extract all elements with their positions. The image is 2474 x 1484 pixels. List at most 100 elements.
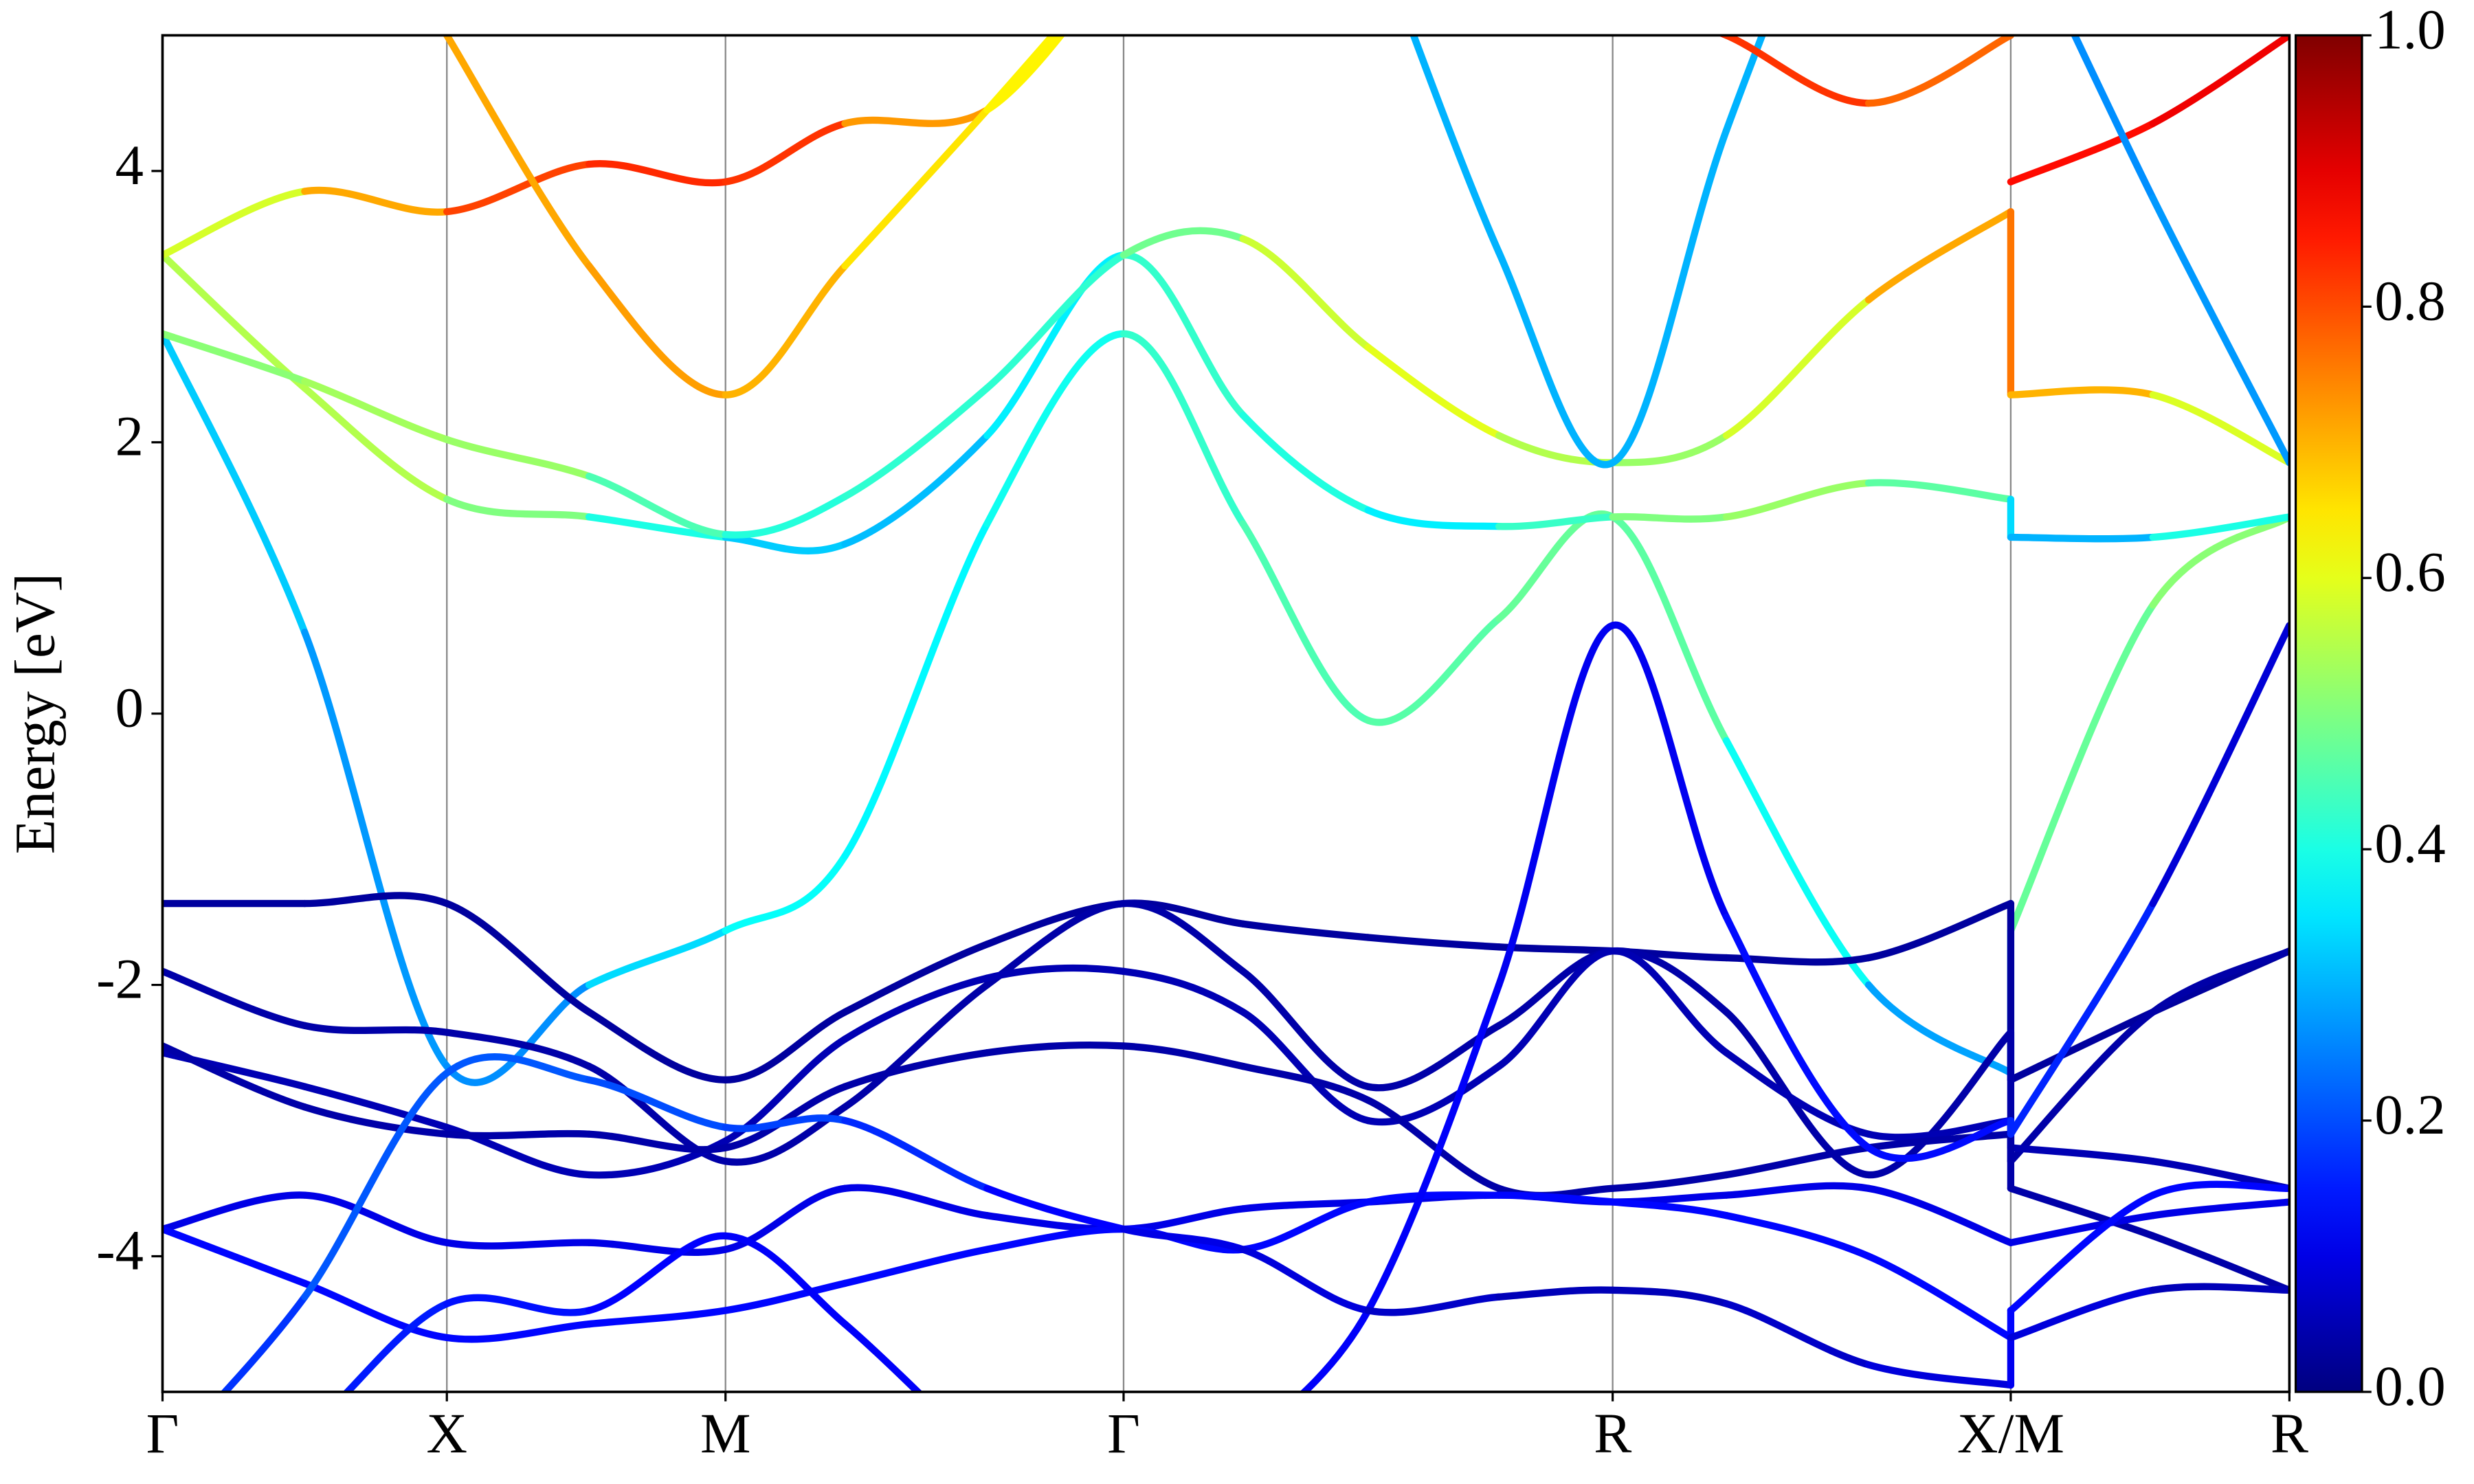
- band-segment: [1722, 913, 1873, 1151]
- band-segment: [585, 262, 729, 398]
- band-segment: [2007, 1008, 2157, 1083]
- band-segment: [443, 1129, 593, 1140]
- band-segment: [162, 1191, 309, 1233]
- band-segment: [841, 1246, 991, 1288]
- band-segment: [1722, 1144, 1873, 1179]
- band-segment: [1364, 1191, 1503, 1206]
- band-segment: [585, 472, 729, 539]
- band-segment: [722, 493, 849, 539]
- band-segment: [585, 1076, 729, 1132]
- band-segment: [1495, 622, 1616, 989]
- band-segment: [585, 1130, 729, 1154]
- band-segment: [2007, 533, 2157, 543]
- band-segment: [841, 974, 991, 1043]
- x-tick-label: Γ: [146, 1402, 179, 1465]
- band-segment: [1609, 126, 1730, 466]
- y-tick-label: -2: [96, 947, 144, 1011]
- band-segment: [162, 188, 309, 259]
- band-segment: [162, 1225, 309, 1288]
- x-tick-label: M: [700, 1402, 750, 1465]
- band-segment: [2149, 1198, 2290, 1219]
- band-segment: [1364, 1097, 1503, 1192]
- x-tick-label: R: [1594, 1402, 1631, 1465]
- colorbar-tick-label: 0.0: [2374, 1354, 2445, 1417]
- band-segment: [1119, 227, 1247, 259]
- band-segment: [1239, 1008, 1372, 1125]
- band-segment: [585, 927, 729, 989]
- band-segment: [2007, 1144, 2157, 1165]
- band-segment: [2007, 1286, 2157, 1342]
- bands: [162, 35, 2290, 1392]
- band-segment: [1364, 1293, 1503, 1316]
- band-segment: [1864, 1184, 2015, 1246]
- band-segment: [1864, 1361, 2015, 1389]
- band-segment: [983, 251, 1128, 392]
- band-segment: [1864, 1130, 2015, 1151]
- band-segment: [1239, 1246, 1372, 1314]
- band-segment: [342, 1300, 451, 1392]
- band-segment: [841, 1320, 923, 1392]
- band-segment: [2149, 194, 2290, 466]
- band-segment: [1119, 251, 1247, 419]
- band-segment: [2149, 1283, 2290, 1294]
- band-segment: [2149, 1232, 2290, 1294]
- band-segment: [722, 1184, 849, 1253]
- band-segment: [301, 186, 451, 216]
- band-segment: [1299, 1307, 1372, 1392]
- band-segment: [301, 1069, 451, 1301]
- plot-frame: [161, 34, 2291, 1393]
- band-segment: [1722, 35, 1766, 134]
- y-axis-label: Energy [eV]: [3, 573, 67, 854]
- band-segment: [841, 1184, 991, 1219]
- colorbar: [2294, 34, 2363, 1393]
- band-segment: [722, 533, 849, 555]
- band-segment: [983, 1042, 1128, 1057]
- band-segment: [983, 1184, 1128, 1233]
- y-tick-label: 0: [115, 676, 144, 739]
- band-segment: [1722, 1182, 1873, 1199]
- band-segment: [1609, 947, 1730, 1057]
- x-tick-label: R: [2271, 1402, 2308, 1465]
- band-segment: [1495, 513, 1616, 530]
- band-segment: [162, 1049, 309, 1090]
- band-segment: [1364, 344, 1503, 440]
- band-segment: [2007, 1184, 2157, 1240]
- band-segment: [841, 520, 991, 860]
- band-segment: [1609, 1286, 1730, 1307]
- band-segment: [841, 106, 991, 127]
- band-segment: [1409, 35, 1503, 256]
- background: [0, 3, 2474, 1481]
- band-segment: [585, 1239, 729, 1256]
- band-segment: [2149, 513, 2290, 541]
- band-segment: [1609, 1171, 1730, 1192]
- band-segment: [443, 1294, 593, 1316]
- band-segment: [1239, 412, 1372, 514]
- band-segment: [2149, 622, 2290, 908]
- band-segment: [1239, 920, 1372, 941]
- band-segment: [841, 384, 991, 500]
- band-segment: [162, 330, 309, 385]
- band-segment: [1722, 35, 1873, 107]
- colorbar-tick-label: 0.2: [2374, 1083, 2445, 1146]
- band-segment: [1864, 1116, 2015, 1162]
- band-segment: [722, 852, 849, 934]
- x-tick-label: X: [426, 1402, 467, 1465]
- band-segment: [585, 1008, 729, 1083]
- band-segment: [301, 1022, 451, 1036]
- band-segment: [443, 1028, 593, 1070]
- band-segment: [983, 35, 1058, 114]
- band-segment: [585, 1307, 729, 1328]
- band-segment: [1864, 899, 2015, 962]
- band-segment: [841, 431, 991, 548]
- band-segment: [1864, 207, 2015, 304]
- band-segment: [1364, 615, 1503, 726]
- band-segment: [2007, 899, 2157, 1138]
- y-tick-label: 4: [115, 133, 144, 196]
- band-segment: [301, 1103, 451, 1138]
- band-segment: [1239, 235, 1372, 351]
- band-segment: [1239, 520, 1372, 724]
- band-segment: [301, 377, 451, 443]
- band-segment: [1609, 431, 1730, 466]
- band-segment: [1864, 1252, 2015, 1342]
- colorbar-tick-label: 0.8: [2374, 269, 2445, 332]
